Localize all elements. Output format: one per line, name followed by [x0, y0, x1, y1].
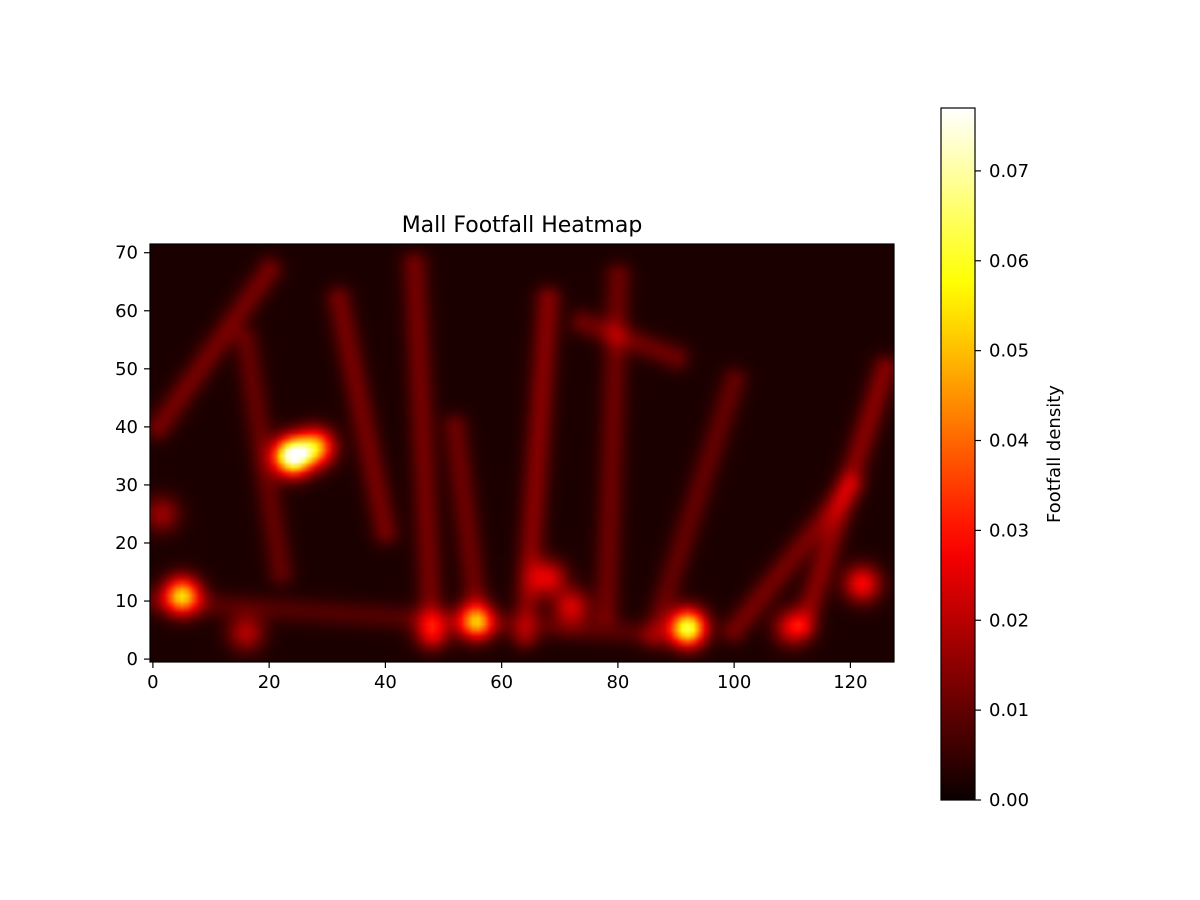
x-axis: 0 20 40 60 80 100 120 — [147, 662, 868, 693]
y-tick-label: 40 — [115, 417, 138, 438]
x-tick-label: 40 — [374, 672, 397, 693]
plot-frame — [149, 243, 895, 663]
colorbar-label: Footfall density — [1044, 385, 1065, 523]
y-tick-label: 30 — [115, 475, 138, 496]
x-tick-label: 100 — [717, 672, 751, 693]
x-tick-label: 60 — [490, 672, 513, 693]
colorbar-ticks: 0.00 0.01 0.02 0.03 0.04 0.05 0.06 0.07 — [975, 161, 1029, 811]
colorbar-tick-label: 0.04 — [989, 431, 1029, 452]
colorbar-tick-label: 0.07 — [989, 161, 1029, 182]
y-tick-label: 50 — [115, 359, 138, 380]
colorbar-tick-label: 0.05 — [989, 341, 1029, 362]
colorbar-tick-label: 0.06 — [989, 251, 1029, 272]
colorbar: 0.00 0.01 0.02 0.03 0.04 0.05 0.06 0.07 Footfal… — [940, 107, 1065, 811]
colorbar-gradient — [941, 108, 975, 800]
plot-area — [149, 243, 895, 663]
chart-title: Mall Footfall Heatmap — [402, 213, 643, 238]
y-tick-label: 0 — [127, 649, 138, 670]
x-tick-label: 0 — [147, 672, 158, 693]
colorbar-frame — [940, 107, 976, 801]
heatmap-image — [150, 244, 894, 662]
y-axis: 0 10 20 30 40 50 60 70 — [115, 243, 150, 670]
colorbar-tick-label: 0.00 — [989, 790, 1029, 811]
x-tick-label: 20 — [258, 672, 281, 693]
x-tick-label: 120 — [833, 672, 867, 693]
colorbar-tick-label: 0.01 — [989, 700, 1029, 721]
colorbar-tick-label: 0.02 — [989, 610, 1029, 631]
colorbar-tick-label: 0.03 — [989, 520, 1029, 541]
x-tick-label: 80 — [606, 672, 629, 693]
y-tick-label: 70 — [115, 243, 138, 264]
y-tick-label: 20 — [115, 533, 138, 554]
y-tick-label: 10 — [115, 591, 138, 612]
y-tick-label: 60 — [115, 301, 138, 322]
